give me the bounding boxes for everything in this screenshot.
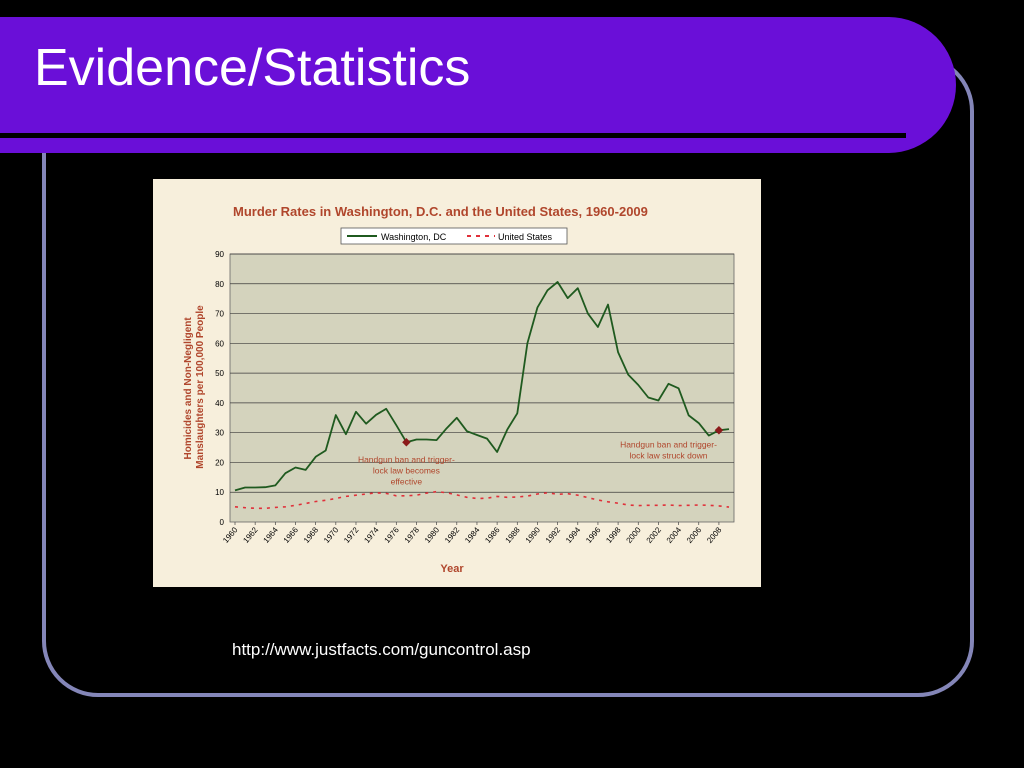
y-tick-label-60: 60 (215, 339, 224, 348)
slide-title: Evidence/Statistics (34, 39, 471, 97)
y-tick-label-50: 50 (215, 369, 224, 378)
series-line-washington-dc (234, 281, 730, 492)
annotation-2: Handgun ban and trigger-lock law struck … (620, 440, 717, 461)
y-tick-label-80: 80 (215, 280, 224, 289)
annotation-1-line-3: effective (391, 476, 423, 486)
title-band (0, 17, 956, 153)
y-tick-label-20: 20 (215, 458, 224, 467)
y-axis-label: Homicides and Non-Negligent Manslaughter… (183, 305, 206, 469)
y-axis-label-line-1: Homicides and Non-Negligent (183, 317, 194, 460)
annotation-2-line-1: Handgun ban and trigger- (620, 440, 717, 450)
y-tick-label-0: 0 (220, 518, 225, 527)
chart-legend: Washington, DC United States (340, 227, 568, 245)
chart-image: Murder Rates in Washington, D.C. and the… (153, 179, 761, 587)
annotation-1-line-1: Handgun ban and trigger- (358, 454, 455, 464)
plot-area (229, 253, 735, 523)
legend-box (340, 227, 568, 245)
y-tick-label-30: 30 (215, 429, 224, 438)
annotation-2-line-2: lock law struck down (630, 451, 708, 461)
event-marker-1 (402, 437, 411, 447)
title-divider (0, 133, 906, 138)
legend-label-dc: Washington, DC (381, 232, 447, 242)
y-tick-label-10: 10 (215, 488, 224, 497)
legend-label-us: United States (498, 232, 553, 242)
chart-title: Murder Rates in Washington, D.C. and the… (233, 204, 648, 219)
grid-layer (230, 253, 734, 493)
y-axis-label-line-2: Manslaughters per 100,000 People (195, 305, 206, 469)
series-layer (234, 281, 730, 510)
series-line-united-states (234, 490, 730, 510)
annotation-1-line-2: lock law becomes (373, 465, 440, 475)
annotation-1: Handgun ban and trigger-lock law becomes… (358, 454, 455, 486)
source-url[interactable]: http://www.justfacts.com/guncontrol.asp (232, 640, 531, 659)
y-tick-label-40: 40 (215, 399, 224, 408)
annotation-layer: Handgun ban and trigger-lock law becomes… (358, 440, 717, 487)
y-tick-label-70: 70 (215, 310, 224, 319)
x-axis-label: Year (440, 563, 464, 575)
y-tick-label-90: 90 (215, 250, 224, 259)
